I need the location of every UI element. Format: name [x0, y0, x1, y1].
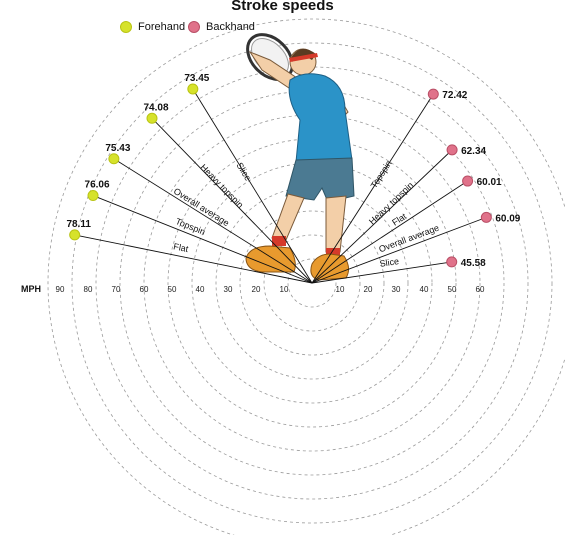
- speed-spoke: [74, 234, 313, 284]
- legend-forehand: Forehand: [120, 19, 185, 35]
- backhand-point: [480, 211, 492, 223]
- axis-tick-label: 20: [364, 285, 373, 294]
- axis-tick-label: 30: [392, 285, 401, 294]
- player-headband: [289, 53, 318, 62]
- player-shorts: [285, 157, 355, 203]
- axis-tick-label: 10: [336, 285, 345, 294]
- speed-spoke: [311, 149, 453, 284]
- value-label: 75.43: [105, 143, 130, 154]
- forehand-dot-icon: [120, 21, 132, 33]
- legend-forehand-label: Forehand: [138, 21, 186, 33]
- left-sock: [272, 236, 286, 246]
- axis-tick-label: 20: [252, 285, 261, 294]
- speed-spoke: [192, 88, 313, 284]
- category-label: Slice: [234, 161, 253, 183]
- backhand-point: [462, 175, 474, 187]
- value-label: 60.01: [477, 177, 502, 188]
- guide-ring: [143, 114, 481, 452]
- speed-spoke: [92, 195, 313, 284]
- value-label: 62.34: [461, 146, 486, 157]
- category-label: Topspin: [369, 159, 394, 191]
- speed-spoke: [311, 93, 434, 284]
- backhand-point: [427, 88, 439, 100]
- value-label: 76.06: [85, 180, 110, 191]
- forehand-point: [69, 229, 81, 241]
- speed-spoke: [113, 158, 313, 284]
- category-label: Flat: [390, 211, 408, 228]
- axis-tick-label: 40: [420, 285, 429, 294]
- speed-spoke: [151, 117, 313, 284]
- player-left-leg: [271, 193, 305, 241]
- guide-ring: [263, 234, 361, 332]
- value-label: 60.09: [495, 213, 520, 224]
- player-right-leg: [325, 195, 347, 253]
- guide-ring: [119, 90, 505, 476]
- value-label: 45.58: [461, 258, 486, 269]
- category-label: Topspin: [174, 216, 207, 237]
- chart-title: Stroke speeds: [231, 0, 334, 14]
- axis-tick-label: 60: [476, 285, 485, 294]
- guide-ring: [71, 42, 553, 524]
- guide-ring: [239, 210, 385, 356]
- forehand-point: [187, 83, 199, 95]
- axis-tick-label: 80: [84, 285, 93, 294]
- backhand-point: [446, 144, 458, 156]
- right-sock: [326, 248, 340, 256]
- value-label: 78.11: [66, 219, 91, 230]
- backhand-dot-icon: [188, 21, 200, 33]
- axis-tick-label: 40: [196, 285, 205, 294]
- axis-tick-label: 50: [448, 285, 457, 294]
- legend-backhand: Backhand: [188, 19, 255, 35]
- mph-axis: 10 10 20 20 30 30 40 40 50 50 60 60 70 80 90: [56, 285, 485, 294]
- guide-ring: [47, 18, 565, 535]
- guide-ring: [287, 258, 337, 308]
- mph-label: MPH: [21, 284, 41, 294]
- axis-tick-label: 90: [56, 285, 65, 294]
- right-shoe: [310, 253, 350, 281]
- axis-tick-label: 50: [168, 285, 177, 294]
- backhand-point: [446, 256, 458, 268]
- speed-spoke: [311, 180, 468, 284]
- category-label: Flat: [173, 241, 190, 254]
- axis-tick-label: 70: [112, 285, 121, 294]
- legend-backhand-label: Backhand: [206, 21, 255, 33]
- player-shirt: [288, 73, 353, 166]
- speed-spoke: [311, 216, 487, 284]
- tennis-player-illustration: [245, 33, 355, 281]
- forehand-point: [108, 153, 120, 165]
- speed-spoke: [311, 261, 452, 284]
- category-label: Slice: [379, 256, 400, 269]
- value-label: 72.42: [442, 90, 467, 101]
- forehand-point: [87, 190, 99, 202]
- axis-tick-label: 60: [140, 285, 149, 294]
- guide-ring: [95, 66, 529, 500]
- forehand-point: [146, 112, 158, 124]
- value-label: 74.08: [143, 102, 168, 113]
- axis-tick-label: 30: [224, 285, 233, 294]
- axis-tick-label: 10: [280, 285, 289, 294]
- value-label: 73.45: [184, 73, 209, 84]
